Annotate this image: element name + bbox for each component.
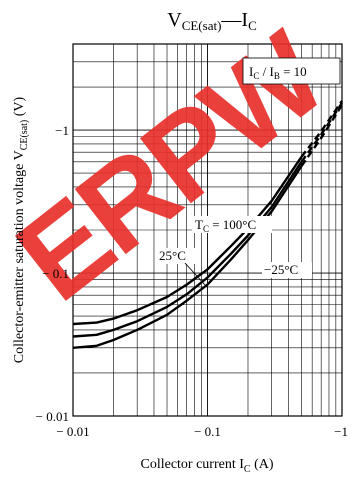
label-tcm25: −25°C xyxy=(264,262,298,277)
series-extrapolated-line-2 xyxy=(300,104,344,167)
plot-frame xyxy=(72,43,343,417)
tc100-label-bg xyxy=(192,216,272,233)
series-extrapolated-line-0 xyxy=(300,100,343,158)
condition-label: IC / IB = 10 xyxy=(249,64,307,81)
condition-box: IC / IB = 10 xyxy=(242,57,341,85)
y-tick-label: − 0.01 xyxy=(36,409,69,424)
y-axis-label: Collector-emitter saturation voltage VCE… xyxy=(12,96,30,363)
x-tick-label: −1 xyxy=(334,424,348,439)
label-tc100: TC = 100°C xyxy=(195,217,256,234)
x-tick-label: − 0.01 xyxy=(56,424,89,439)
series-extrapolated-line-1 xyxy=(300,102,344,163)
curve-labels: TC = 100°C 25°C −25°C xyxy=(157,216,312,286)
tc25-label-bg xyxy=(157,248,195,264)
x-tick-label: − 0.1 xyxy=(194,424,221,439)
grid xyxy=(72,43,343,417)
label-tc25: 25°C xyxy=(159,248,186,263)
y-tick-label: − 0.1 xyxy=(42,266,69,281)
x-axis-label: Collector current IC (A) xyxy=(140,457,273,475)
y-tick-label: −1 xyxy=(55,123,69,138)
tcm25-label-bg xyxy=(262,262,312,278)
chart-title: VCE(sat)—IC xyxy=(167,9,257,33)
tc25-leader-line xyxy=(184,262,206,286)
condition-box-frame xyxy=(242,57,341,85)
plot-area xyxy=(72,43,343,417)
tick-labels: − 0.01 − 0.1 −1 − 0.01 − 0.1 −1 xyxy=(36,123,348,439)
